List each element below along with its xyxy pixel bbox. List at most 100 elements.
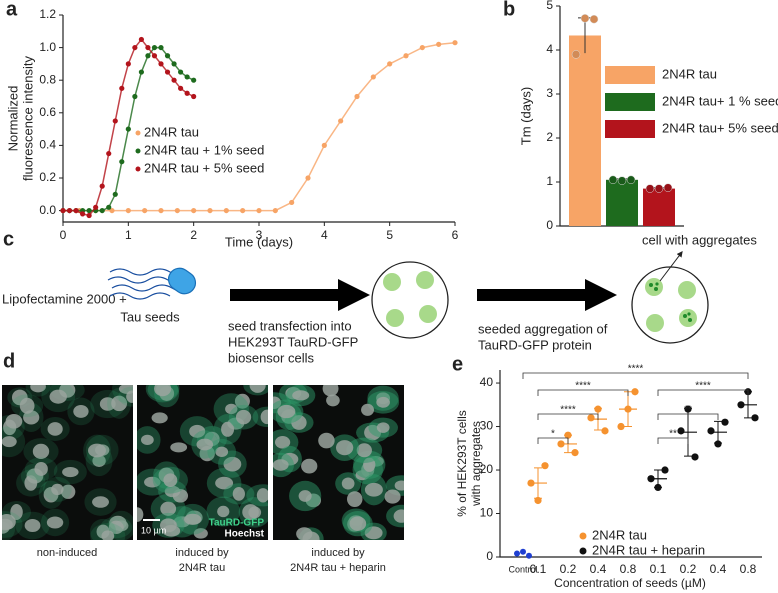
significance-bracket bbox=[657, 413, 719, 420]
y-tick-label: 2 bbox=[546, 130, 553, 144]
point bbox=[321, 142, 327, 148]
point bbox=[677, 427, 685, 435]
point bbox=[125, 207, 131, 214]
nucleus bbox=[364, 424, 382, 441]
significance-label: ** bbox=[684, 405, 692, 416]
nucleus bbox=[256, 488, 268, 503]
nucleus bbox=[189, 424, 206, 438]
nucleus bbox=[101, 530, 115, 540]
x-tick-label: 3 bbox=[256, 228, 263, 242]
y-tick-label: 5 bbox=[546, 0, 553, 12]
point bbox=[93, 204, 99, 210]
x-tick-label: 2 bbox=[190, 228, 197, 242]
point bbox=[158, 61, 164, 67]
significance-bracket bbox=[537, 389, 629, 396]
nucleus bbox=[393, 509, 404, 523]
y-axis-title: Normalized bbox=[5, 86, 20, 152]
stain-label: Hoechst bbox=[225, 529, 265, 540]
cells bbox=[2, 385, 133, 540]
arrow bbox=[230, 279, 370, 311]
x-tick-label: 1 bbox=[125, 228, 132, 242]
nucleus bbox=[376, 422, 390, 433]
point bbox=[419, 44, 425, 51]
point bbox=[106, 204, 112, 210]
nucleus bbox=[151, 412, 168, 424]
point bbox=[608, 175, 618, 185]
point bbox=[272, 207, 278, 214]
nucleus bbox=[364, 526, 383, 540]
point bbox=[174, 207, 180, 214]
nucleus bbox=[160, 501, 177, 516]
sd-bar bbox=[684, 407, 692, 457]
x-tick-label: 6 bbox=[452, 228, 459, 242]
nucleus bbox=[137, 507, 144, 522]
nucleus bbox=[376, 396, 390, 408]
nucleus bbox=[19, 397, 35, 414]
nucleus bbox=[322, 385, 339, 397]
x-tick-label: 4 bbox=[321, 228, 328, 242]
diagram-label: seeded aggregation of bbox=[478, 321, 608, 336]
point bbox=[452, 40, 458, 46]
nucleus bbox=[73, 404, 89, 418]
significance-label: ** bbox=[669, 429, 677, 440]
nucleus bbox=[318, 432, 335, 449]
y-tick-label: 20 bbox=[480, 462, 494, 476]
legend-label: 2N4R tau+ 1 % seed bbox=[662, 93, 778, 108]
x-tick-label: 0.2 bbox=[560, 562, 577, 576]
nucleus bbox=[235, 409, 252, 425]
y-tick-label: 0.4 bbox=[39, 138, 56, 152]
cells bbox=[383, 271, 437, 327]
point bbox=[184, 90, 190, 96]
nucleus bbox=[225, 403, 238, 415]
x-tick-label: 5 bbox=[386, 228, 393, 242]
panel-label: c bbox=[3, 228, 14, 250]
significance-bracket bbox=[657, 389, 749, 396]
nucleus bbox=[108, 520, 124, 535]
nucleus bbox=[46, 516, 64, 529]
point bbox=[240, 207, 246, 214]
panel-label: e bbox=[452, 353, 463, 375]
nucleus bbox=[341, 477, 355, 490]
point bbox=[207, 207, 213, 214]
sd-bar bbox=[654, 469, 662, 488]
caption: 2N4R tau bbox=[179, 562, 225, 574]
y-tick-label: 4 bbox=[546, 42, 553, 56]
micrographs bbox=[2, 385, 404, 540]
nucleus bbox=[144, 476, 161, 488]
point bbox=[191, 207, 197, 214]
y-tick-label: 0.2 bbox=[39, 170, 56, 184]
point bbox=[119, 159, 125, 165]
legend-marker bbox=[579, 532, 587, 540]
nucleus bbox=[24, 518, 41, 533]
caption: induced by bbox=[311, 547, 365, 559]
nucleus bbox=[232, 487, 245, 501]
nucleus bbox=[2, 436, 17, 448]
point bbox=[526, 552, 532, 559]
x-tick-label: 0.8 bbox=[740, 562, 757, 576]
point bbox=[178, 85, 184, 91]
y-tick-label: 1.2 bbox=[39, 7, 56, 21]
diagram-label: HEK293T TauRD-GFP bbox=[228, 334, 358, 349]
pointer bbox=[659, 251, 683, 282]
x-tick-label: 0.4 bbox=[590, 562, 607, 576]
sd-bar bbox=[534, 467, 542, 499]
point bbox=[721, 418, 729, 426]
point bbox=[125, 126, 131, 132]
nucleus bbox=[277, 404, 296, 419]
point bbox=[99, 183, 105, 189]
sd-bar bbox=[714, 420, 722, 444]
y-tick-label: 0 bbox=[486, 549, 493, 563]
nucleus bbox=[196, 438, 214, 451]
point bbox=[66, 207, 73, 214]
y-tick-label: 0.0 bbox=[39, 203, 56, 217]
nucleus bbox=[363, 457, 376, 472]
nucleus bbox=[384, 489, 401, 504]
point bbox=[714, 440, 722, 448]
point bbox=[691, 453, 699, 461]
x-axis-title: Concentration of seeds (µM) bbox=[554, 576, 706, 590]
nucleus bbox=[184, 513, 202, 525]
diagram-label: Lipofectamine 2000 + bbox=[2, 291, 127, 306]
nucleus bbox=[172, 489, 189, 503]
aggregates bbox=[649, 282, 692, 322]
cells bbox=[273, 385, 404, 540]
